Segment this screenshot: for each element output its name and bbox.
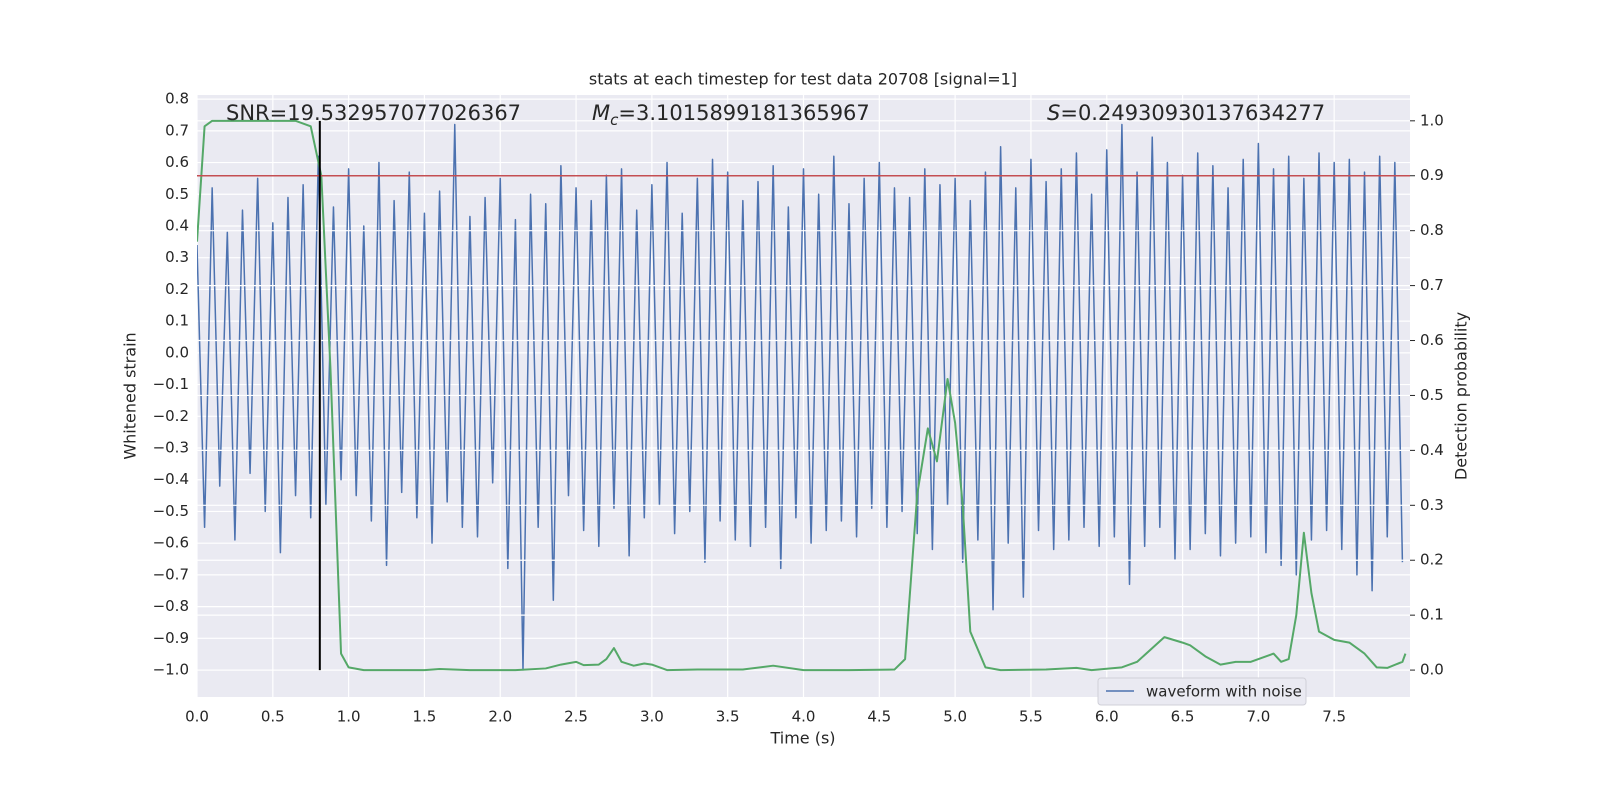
annotation: SNR=19.532957077026367 <box>226 101 521 125</box>
y-tick-label: 0.5 <box>165 185 189 203</box>
y-tick-label: 0.2 <box>165 280 189 298</box>
y2-tick-label: 0.9 <box>1420 166 1444 184</box>
y-tick-label: −0.9 <box>153 629 189 647</box>
y2-axis-label: Detection probability <box>1452 312 1471 480</box>
y-tick-label: 0.1 <box>165 312 189 330</box>
annotation-symbol: M <box>592 101 610 125</box>
annotation-text: =0.24930930137634277 <box>1060 101 1325 125</box>
x-tick-label: 4.0 <box>792 708 816 726</box>
x-tick-label: 3.0 <box>640 708 664 726</box>
y2-tick-label: 0.2 <box>1420 551 1444 569</box>
x-tick-label: 5.5 <box>1019 708 1043 726</box>
y-tick-label: 0.3 <box>165 248 189 266</box>
annotation-subscript: c <box>610 111 619 129</box>
y-tick-label: −0.6 <box>153 534 189 552</box>
y-tick-label: −0.5 <box>153 502 189 520</box>
y2-tick-label: 0.1 <box>1420 606 1444 624</box>
y-tick-label: 0.0 <box>165 343 189 361</box>
y-tick-label: −0.1 <box>153 375 189 393</box>
y-tick-label: 0.4 <box>165 216 189 234</box>
legend-box <box>1097 677 1307 706</box>
y2-tick-label: 0.5 <box>1420 386 1444 404</box>
x-tick-label: 7.0 <box>1246 708 1270 726</box>
legend: waveform with noise <box>1097 677 1307 706</box>
y2-tick-label: 0.8 <box>1420 221 1444 239</box>
y-tick-label: −0.2 <box>153 407 189 425</box>
plot-layer <box>197 119 1410 672</box>
y-tick-label: −1.0 <box>153 661 189 679</box>
y-tick-label: −0.8 <box>153 597 189 615</box>
y-tick-label: −0.7 <box>153 565 189 583</box>
x-tick-label: 1.0 <box>337 708 361 726</box>
x-tick-label: 0.0 <box>185 708 209 726</box>
x-tick-label: 7.5 <box>1322 708 1346 726</box>
legend-label: waveform with noise <box>1146 683 1302 701</box>
annotation-text: SNR=19.532957077026367 <box>226 101 521 125</box>
y2-tick-label: 1.0 <box>1420 111 1444 129</box>
series-line <box>197 123 1404 671</box>
annotation-symbol: S <box>1047 101 1060 125</box>
x-tick-label: 0.5 <box>261 708 285 726</box>
x-tick-label: 1.5 <box>413 708 437 726</box>
y2-tick-label: 0.0 <box>1420 661 1444 679</box>
y-tick-label: 0.8 <box>165 90 189 108</box>
y2-tick-label: 0.7 <box>1420 276 1444 294</box>
y2-tick-label: 0.6 <box>1420 331 1444 349</box>
y2-tick-label: 0.3 <box>1420 496 1444 514</box>
x-tick-label: 5.0 <box>943 708 967 726</box>
y2-tick-label: 0.4 <box>1420 441 1444 459</box>
x-axis-label: Time (s) <box>769 729 835 748</box>
y-tick-label: −0.4 <box>153 470 189 488</box>
annotation: Mc=3.1015899181365967 <box>592 101 870 129</box>
x-tick-label: 6.5 <box>1171 708 1195 726</box>
y-tick-label: −0.3 <box>153 439 189 457</box>
x-tick-label: 3.5 <box>716 708 740 726</box>
chart-title: stats at each timestep for test data 207… <box>589 70 1017 89</box>
y-tick-label: 0.6 <box>165 153 189 171</box>
y-axis-label: Whitened strain <box>121 332 140 459</box>
y-tick-label: 0.7 <box>165 121 189 139</box>
x-tick-label: 6.0 <box>1095 708 1119 726</box>
x-tick-label: 4.5 <box>867 708 891 726</box>
x-tick-label: 2.0 <box>488 708 512 726</box>
annotation-text: =3.1015899181365967 <box>618 101 869 125</box>
x-tick-label: 2.5 <box>564 708 588 726</box>
series-line <box>197 119 1407 672</box>
annotation: S=0.24930930137634277 <box>1047 101 1325 125</box>
